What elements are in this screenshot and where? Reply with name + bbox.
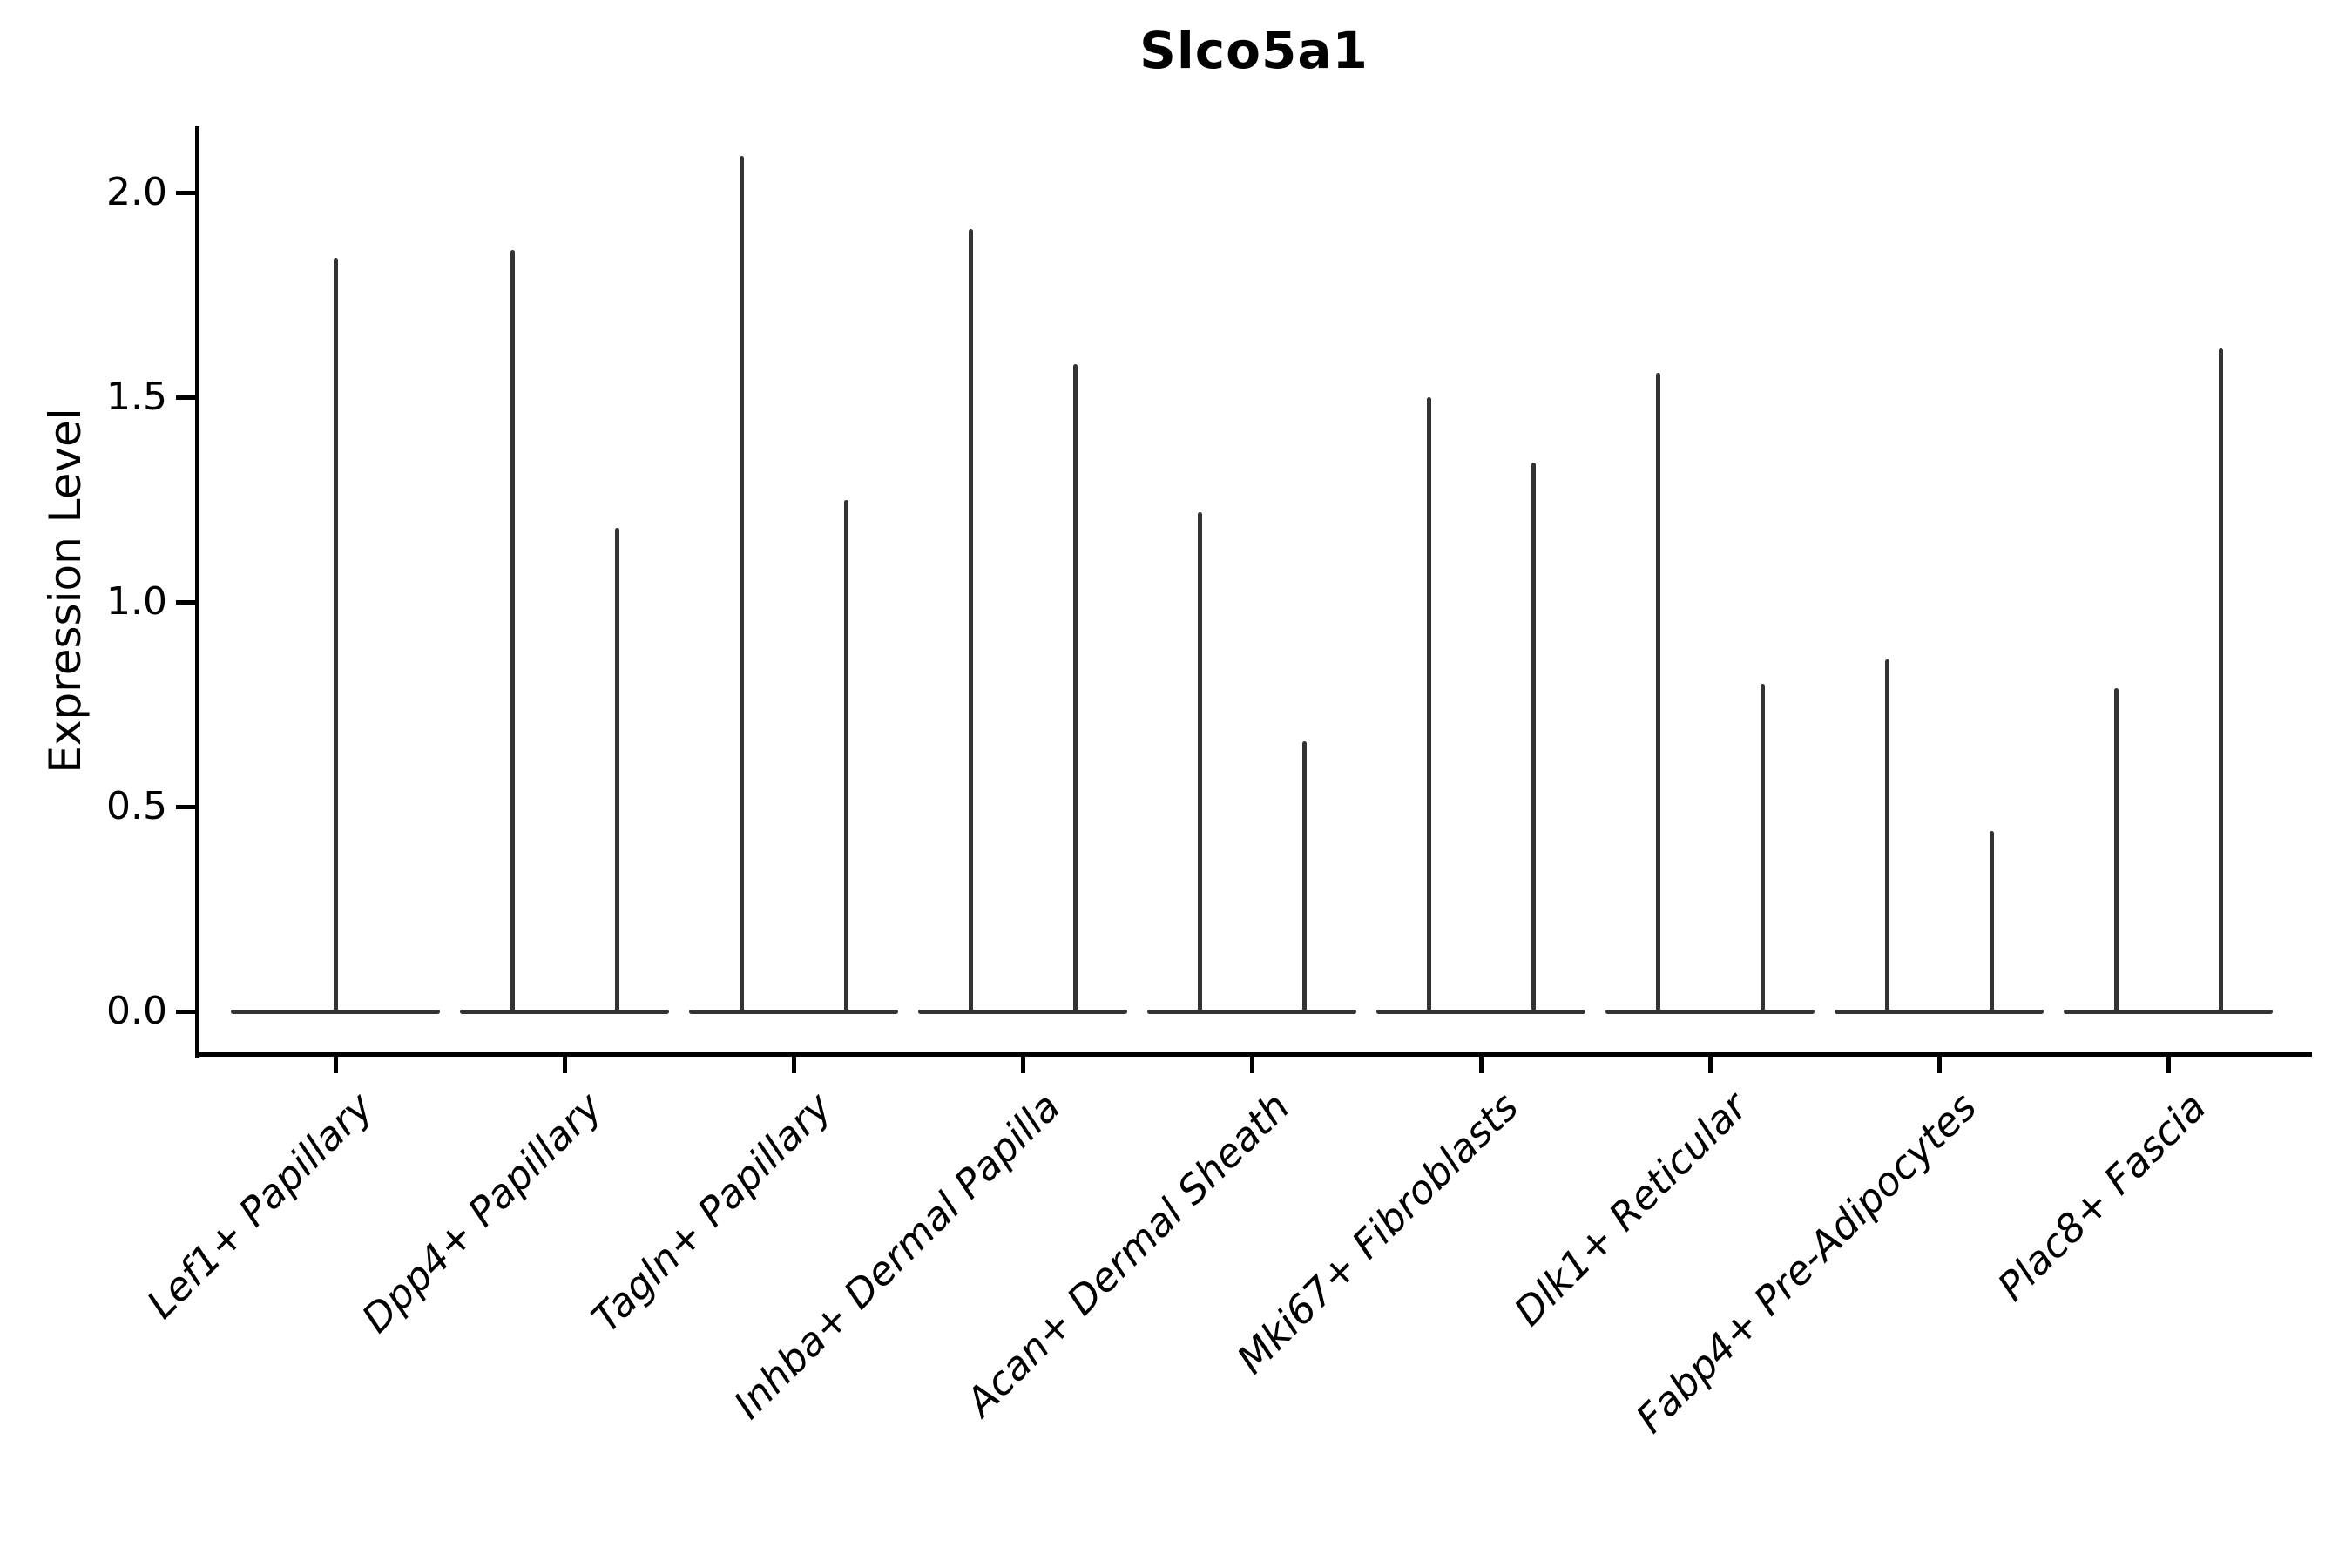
violin-spike xyxy=(1885,659,1889,1013)
violin-spike xyxy=(2114,687,2119,1013)
x-tick xyxy=(1021,1057,1025,1073)
y-axis-spine xyxy=(195,126,199,1058)
x-axis-spine xyxy=(195,1052,2312,1057)
x-tick-label: Dlk1+ Reticular xyxy=(1504,1083,1757,1335)
x-tick xyxy=(334,1057,338,1073)
violin-baseline xyxy=(1605,1010,1815,1014)
y-tick-label: 2.0 xyxy=(106,170,167,214)
violin-spike xyxy=(1073,364,1078,1013)
violin-baseline xyxy=(1376,1010,1585,1014)
violin-spike xyxy=(1198,511,1202,1013)
x-tick-label: Lef1+ Papillary xyxy=(138,1083,382,1328)
violin-spike xyxy=(844,499,848,1013)
chart-title: Slco5a1 xyxy=(1139,21,1369,80)
violin-spike xyxy=(1990,831,1994,1013)
x-tick xyxy=(2166,1057,2171,1073)
violin-baseline xyxy=(689,1010,898,1014)
y-tick xyxy=(176,1010,195,1014)
y-tick-label: 0.0 xyxy=(106,989,167,1033)
y-tick-label: 0.5 xyxy=(106,784,167,828)
x-tick xyxy=(1250,1057,1254,1073)
x-tick xyxy=(792,1057,796,1073)
violin-baseline xyxy=(918,1010,1127,1014)
y-tick xyxy=(176,191,195,195)
y-tick-label: 1.5 xyxy=(106,375,167,419)
x-tick xyxy=(563,1057,567,1073)
violin-spike xyxy=(2219,348,2223,1013)
violin-spike xyxy=(334,258,338,1013)
violin-spike xyxy=(1531,463,1536,1013)
x-tick-label: Plac8+ Fascia xyxy=(1988,1083,2215,1310)
x-tick xyxy=(1937,1057,1942,1073)
violin-spike xyxy=(510,249,515,1013)
violin-spike xyxy=(615,528,619,1013)
violin-spike xyxy=(969,229,973,1013)
violin-baseline xyxy=(1147,1010,1356,1014)
y-tick xyxy=(176,805,195,809)
violin-spike xyxy=(1761,684,1765,1013)
y-tick-label: 1.0 xyxy=(106,579,167,624)
x-tick-label: Dpp4+ Papillary xyxy=(353,1083,612,1342)
violin-spike xyxy=(740,155,744,1013)
violin-baseline xyxy=(1835,1010,2044,1014)
x-tick xyxy=(1708,1057,1713,1073)
x-tick-label: Tagln+ Papillary xyxy=(582,1083,841,1342)
violin-spike xyxy=(1656,372,1660,1013)
x-tick xyxy=(1479,1057,1484,1073)
violin-baseline xyxy=(2064,1010,2273,1014)
violin-spike xyxy=(1427,397,1431,1013)
violin-spike xyxy=(1302,740,1307,1013)
y-tick xyxy=(176,395,195,400)
y-tick xyxy=(176,600,195,605)
violin-baseline xyxy=(460,1010,669,1014)
